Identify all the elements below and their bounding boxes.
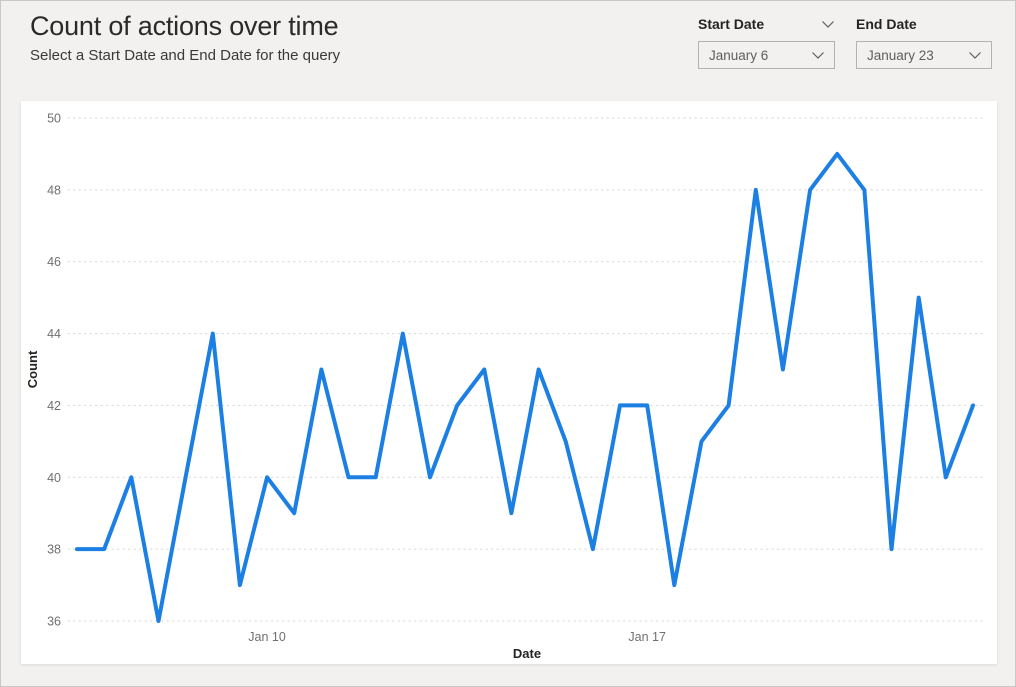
- y-axis-title: Count: [25, 350, 40, 388]
- start-date-slicer-header: Start Date: [698, 14, 835, 34]
- y-tick-label: 48: [47, 183, 61, 197]
- end-date-value: January 23: [867, 47, 934, 63]
- page-subtitle: Select a Start Date and End Date for the…: [30, 47, 341, 64]
- y-tick-label: 40: [47, 471, 61, 485]
- line-chart: 36 38 40 42 44 46 48 50 Jan 10 Jan 17 Date Count: [25, 112, 987, 661]
- y-tick-label: 50: [47, 112, 61, 126]
- chevron-down-icon: [968, 51, 982, 60]
- start-date-label: Start Date: [698, 16, 765, 32]
- end-date-label: End Date: [856, 16, 917, 32]
- start-date-value: January 6: [709, 47, 769, 63]
- chevron-down-icon: [811, 51, 825, 60]
- y-tick-label: 46: [47, 255, 61, 269]
- line-chart-card[interactable]: 36 38 40 42 44 46 48 50 Jan 10 Jan 17 Date Count: [21, 101, 997, 664]
- y-tick-label: 38: [47, 543, 61, 557]
- x-tick-label: Jan 10: [248, 630, 286, 644]
- x-tick-label: Jan 17: [628, 630, 666, 644]
- count-series-line: [75, 151, 975, 623]
- y-tick-label: 42: [47, 399, 61, 413]
- chevron-down-icon[interactable]: [821, 20, 835, 29]
- start-date-slicer: Start Date January 6: [698, 14, 835, 69]
- x-axis-title: Date: [513, 646, 541, 661]
- end-date-slicer-header: End Date: [856, 14, 992, 34]
- end-date-slicer: End Date January 23: [856, 14, 992, 69]
- page-title: Count of actions over time: [30, 11, 339, 41]
- y-tick-label: 36: [47, 615, 61, 629]
- start-date-dropdown[interactable]: January 6: [698, 41, 835, 69]
- y-tick-label: 44: [47, 327, 61, 341]
- end-date-dropdown[interactable]: January 23: [856, 41, 992, 69]
